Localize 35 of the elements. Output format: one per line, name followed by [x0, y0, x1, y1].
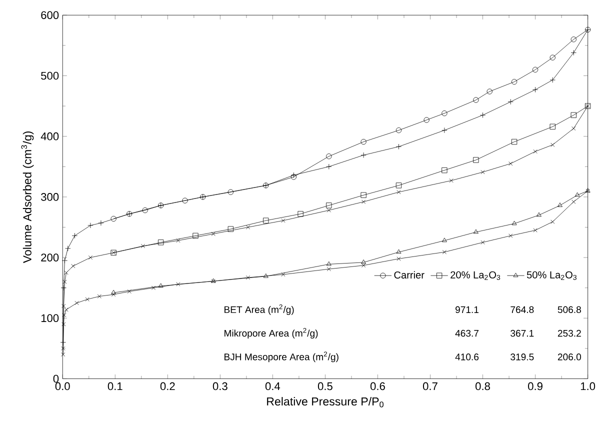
x-tick-label: 0.7 [422, 382, 438, 390]
legend-label: Carrier [394, 271, 424, 278]
x-tick-label: 0.0 [55, 382, 70, 390]
annotation: 764.8 [510, 306, 534, 313]
legend-label: 50% La$_{2}$O$_{3}$ [526, 271, 577, 280]
x-tick-label: 0.9 [528, 382, 542, 390]
annotation: Mikropore Area (m$^{2}$/g) [224, 328, 318, 338]
x-tick-label: 0.8 [476, 382, 490, 390]
legend-label: 20% La$_{2}$O$_{3}$ [450, 271, 500, 280]
y-tick-label: 600 [41, 11, 59, 19]
annotation: 971.1 [456, 306, 479, 313]
annotation: BJH Mesopore Area (m$^{2}$/g) [224, 352, 338, 362]
x-axis-title: Relative Pressure P/P$_{0}$ [267, 396, 384, 408]
x-tick-label: 0.5 [318, 382, 332, 390]
x-tick-label: 0.1 [108, 382, 122, 390]
y-tick-label: 300 [41, 192, 59, 201]
y-tick-label: 400 [40, 132, 59, 140]
annotation: 506.8 [558, 306, 581, 313]
annotation: 410.6 [455, 353, 479, 360]
x-tick-label: 0.6 [370, 382, 385, 390]
x-tick-label: 0.4 [265, 382, 280, 390]
x-tick-label: 0.2 [160, 382, 175, 390]
x-tick-label: 0.3 [212, 382, 228, 390]
annotation: 253.2 [558, 330, 581, 337]
y-tick-label: 200 [41, 254, 59, 262]
annotation: 319.5 [510, 353, 534, 360]
y-tick-label: 500 [41, 72, 59, 80]
x-tick-label: 1.0 [580, 382, 596, 390]
y-tick-label: 100 [41, 314, 59, 322]
y-axis-title: Volume Adsorbed (cm$^{3}$/g) [21, 131, 34, 263]
y-tick-label: 0 [53, 374, 59, 383]
annotation: 463.7 [455, 330, 479, 337]
annotation: BET Area (m$^{2}$/g) [224, 304, 294, 315]
annotation: 206.0 [558, 353, 582, 360]
annotation: 367.1 [510, 330, 534, 337]
